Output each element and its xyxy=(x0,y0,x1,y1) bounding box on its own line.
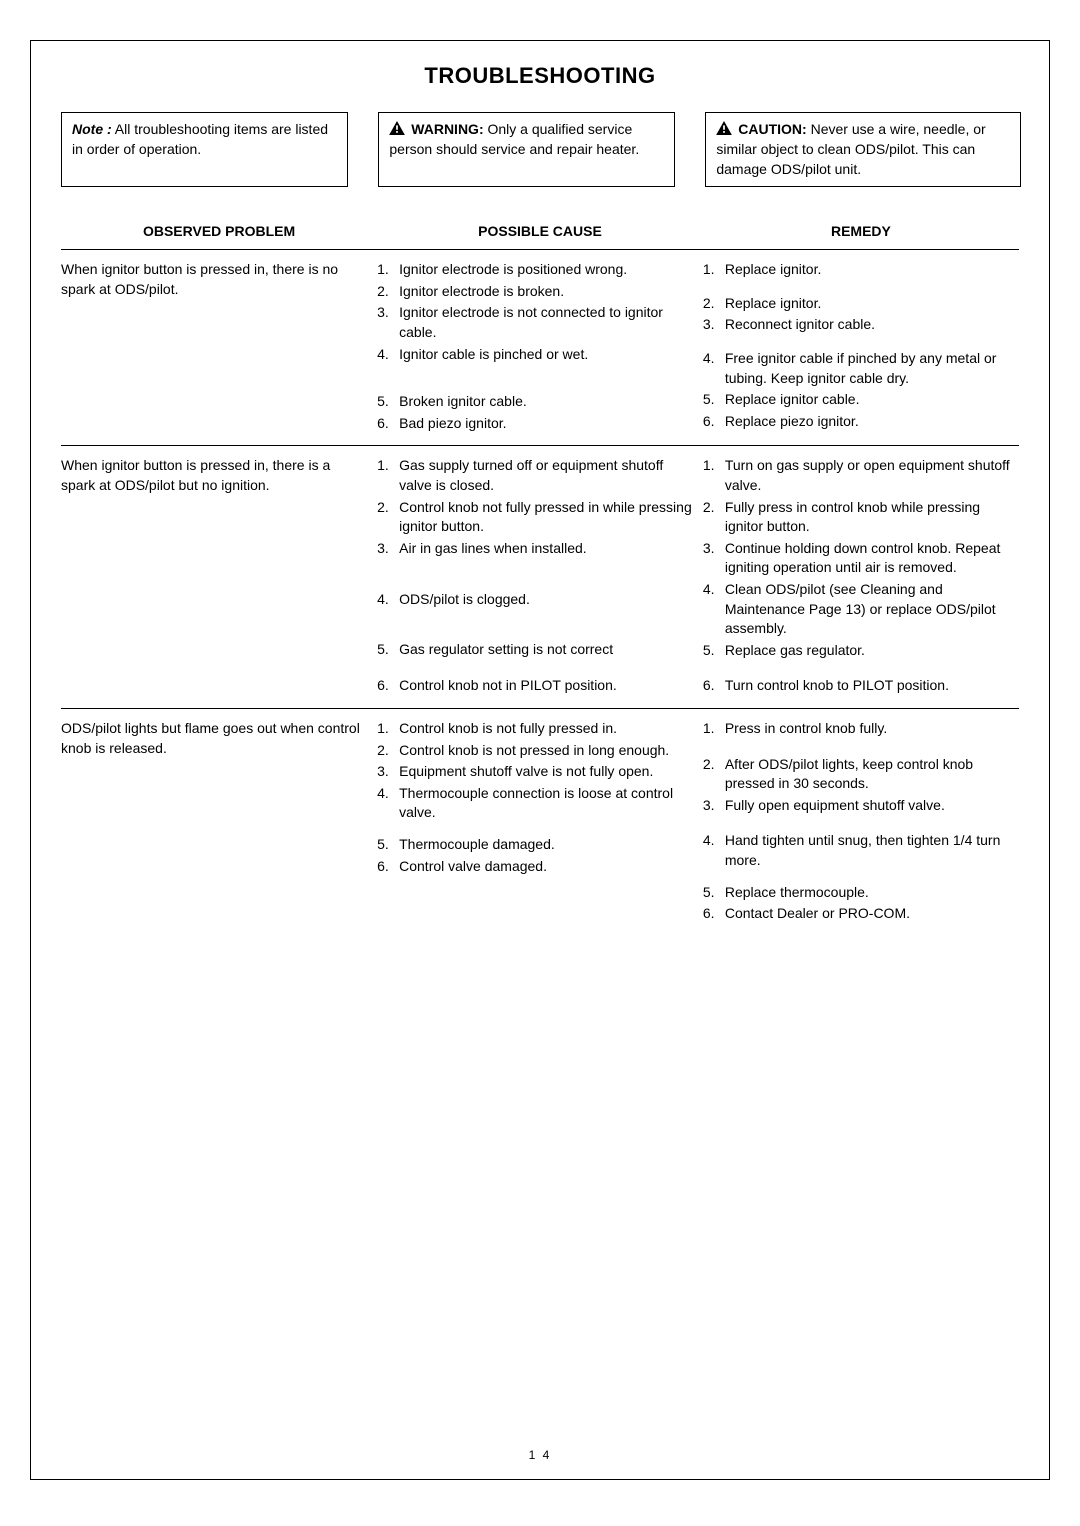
list-item: 1.Ignitor electrode is positioned wrong. xyxy=(377,260,693,280)
list-item: 2.Control knob not fully pressed in whil… xyxy=(377,498,693,537)
header-problem: OBSERVED PROBLEM xyxy=(61,222,377,242)
caution-box: CAUTION: Never use a wire, needle, or si… xyxy=(705,112,1021,187)
page-title: TROUBLESHOOTING xyxy=(61,61,1019,92)
page-number: 1 4 xyxy=(31,1447,1049,1464)
list-item: 6.Turn control knob to PILOT position. xyxy=(703,676,1019,696)
list-item: 5.Replace thermocouple. xyxy=(703,883,1019,903)
list-item: 4.Clean ODS/pilot (see Cleaning and Main… xyxy=(703,580,1019,639)
list-item: 4.Thermocouple connection is loose at co… xyxy=(377,784,693,823)
table-headers: OBSERVED PROBLEM POSSIBLE CAUSE REMEDY xyxy=(61,222,1019,242)
list-item: 3.Equipment shutoff valve is not fully o… xyxy=(377,762,693,782)
page-frame: TROUBLESHOOTING Note : All troubleshooti… xyxy=(30,40,1050,1480)
table-body: When ignitor button is pressed in, there… xyxy=(61,249,1019,935)
list-item: 6.Contact Dealer or PRO-COM. xyxy=(703,904,1019,924)
info-boxes-row: Note : All troubleshooting items are lis… xyxy=(61,112,1019,187)
list-item: 4.Free ignitor cable if pinched by any m… xyxy=(703,349,1019,388)
list-item: 3.Reconnect ignitor cable. xyxy=(703,315,1019,335)
cause-cell: 1.Ignitor electrode is positioned wrong.… xyxy=(377,260,703,435)
list-item: 5.Gas regulator setting is not correct xyxy=(377,640,693,660)
caution-label: CAUTION: xyxy=(738,121,806,137)
problem-cell: When ignitor button is pressed in, there… xyxy=(61,260,377,435)
remedy-cell: 1.Press in control knob fully. 2.After OD… xyxy=(703,719,1019,926)
list-item: 5.Broken ignitor cable. xyxy=(377,392,693,412)
list-item: 6.Replace piezo ignitor. xyxy=(703,412,1019,432)
list-item: 5.Replace ignitor cable. xyxy=(703,390,1019,410)
table-row: When ignitor button is pressed in, there… xyxy=(61,445,1019,708)
warning-box: WARNING: Only a qualified service person… xyxy=(378,112,675,187)
list-item: 6.Control valve damaged. xyxy=(377,857,693,877)
cause-cell: 1.Gas supply turned off or equipment shu… xyxy=(377,456,703,698)
list-item: 3.Ignitor electrode is not connected to … xyxy=(377,303,693,342)
list-item: 1.Control knob is not fully pressed in. xyxy=(377,719,693,739)
list-item: 6.Bad piezo ignitor. xyxy=(377,414,693,434)
header-remedy: REMEDY xyxy=(703,222,1019,242)
list-item: 1.Press in control knob fully. xyxy=(703,719,1019,739)
warning-triangle-icon xyxy=(389,121,405,135)
remedy-cell: 1.Replace ignitor. 2.Replace ignitor.3.Re… xyxy=(703,260,1019,435)
list-item: 2.Control knob is not pressed in long en… xyxy=(377,741,693,761)
warning-label: WARNING: xyxy=(411,121,483,137)
list-item: 2.Replace ignitor. xyxy=(703,294,1019,314)
list-item: 2.Fully press in control knob while pres… xyxy=(703,498,1019,537)
list-item: 3.Air in gas lines when installed. xyxy=(377,539,693,559)
list-item: 4.Hand tighten until snug, then tighten … xyxy=(703,831,1019,870)
list-item: 3.Continue holding down control knob. Re… xyxy=(703,539,1019,578)
list-item: 5.Replace gas regulator. xyxy=(703,641,1019,661)
note-label: Note : xyxy=(72,121,112,137)
list-item: 1.Gas supply turned off or equipment shu… xyxy=(377,456,693,495)
table-row: ODS/pilot lights but flame goes out when… xyxy=(61,708,1019,936)
list-item: 1.Replace ignitor. xyxy=(703,260,1019,280)
list-item: 1.Turn on gas supply or open equipment s… xyxy=(703,456,1019,495)
problem-cell: ODS/pilot lights but flame goes out when… xyxy=(61,719,377,926)
cause-cell: 1.Control knob is not fully pressed in.2… xyxy=(377,719,703,926)
list-item: 4.ODS/pilot is clogged. xyxy=(377,590,693,610)
list-item: 6.Control knob not in PILOT position. xyxy=(377,676,693,696)
list-item: 3.Fully open equipment shutoff valve. xyxy=(703,796,1019,816)
remedy-cell: 1.Turn on gas supply or open equipment s… xyxy=(703,456,1019,698)
list-item: 2.After ODS/pilot lights, keep control k… xyxy=(703,755,1019,794)
caution-triangle-icon xyxy=(716,121,732,135)
list-item: 4.Ignitor cable is pinched or wet. xyxy=(377,345,693,365)
problem-cell: When ignitor button is pressed in, there… xyxy=(61,456,377,698)
list-item: 2.Ignitor electrode is broken. xyxy=(377,282,693,302)
note-box: Note : All troubleshooting items are lis… xyxy=(61,112,348,187)
table-row: When ignitor button is pressed in, there… xyxy=(61,249,1019,445)
list-item: 5.Thermocouple damaged. xyxy=(377,835,693,855)
header-cause: POSSIBLE CAUSE xyxy=(377,222,703,242)
